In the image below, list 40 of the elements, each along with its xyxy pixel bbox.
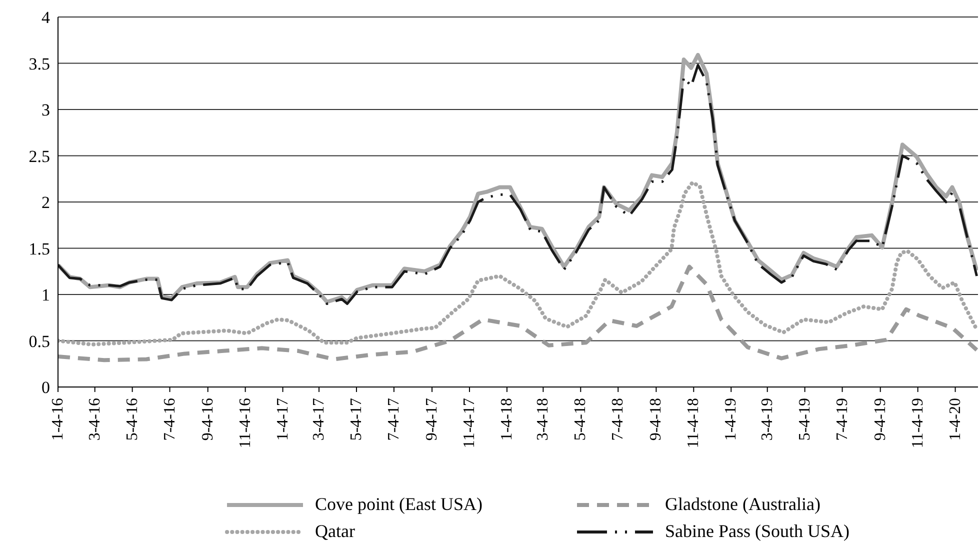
x-tick-label: 3-4-19 — [758, 398, 776, 441]
legend-label: Sabine Pass (South USA) — [665, 521, 850, 542]
y-tick-label: 1 — [42, 286, 50, 305]
line-series — [58, 180, 978, 346]
y-tick-label: 3 — [42, 100, 50, 120]
x-tick-label: 5-4-19 — [796, 398, 814, 441]
y-tick-label: 0 — [42, 378, 50, 398]
x-tick-label: 1-4-17 — [274, 398, 292, 441]
x-tick-label: 11-4-17 — [460, 398, 478, 448]
x-tick-label: 1-4-19 — [722, 398, 740, 441]
x-tick-label: 7-4-16 — [161, 398, 178, 441]
x-tick-label: 9-4-17 — [424, 398, 441, 441]
legend-label: Qatar — [315, 521, 355, 542]
x-tick-label: 5-4-18 — [572, 398, 590, 441]
x-tick-label: 11-4-19 — [909, 398, 926, 448]
y-tick-label: 4 — [42, 8, 50, 28]
x-tick-label: 5-4-17 — [348, 398, 365, 441]
x-tick-label: 1-4-20 — [946, 398, 964, 441]
y-tick-label: 2.5 — [28, 146, 50, 166]
legend-label: Gladstone (Australia) — [665, 494, 820, 515]
x-tick-label: 7-4-17 — [385, 398, 402, 441]
x-tick-label: 1-4-16 — [50, 398, 66, 441]
x-tick-label: 3-4-16 — [86, 398, 104, 441]
x-tick-label: 7-4-18 — [610, 398, 627, 441]
x-tick-label: 11-4-18 — [685, 398, 702, 448]
legend-label: Cove point (East USA) — [315, 494, 482, 515]
x-tick-label: 3-4-17 — [310, 398, 328, 441]
y-tick-label: 0.5 — [28, 332, 50, 351]
y-tick-label: 2 — [42, 193, 50, 212]
x-tick-label: 9-4-16 — [199, 398, 216, 441]
x-tick-label: 9-4-18 — [648, 398, 665, 441]
line-series — [58, 264, 978, 362]
x-tick-label: 7-4-19 — [834, 398, 851, 441]
y-tick-label: 1.5 — [28, 239, 50, 258]
y-tick-label: 3.5 — [28, 54, 50, 74]
x-tick-label: 9-4-19 — [872, 398, 889, 441]
x-tick-label: 1-4-18 — [498, 398, 516, 441]
x-tick-label: 3-4-18 — [534, 398, 552, 441]
x-tick-label: 5-4-16 — [124, 398, 141, 441]
x-tick-label: 11-4-16 — [236, 398, 254, 448]
